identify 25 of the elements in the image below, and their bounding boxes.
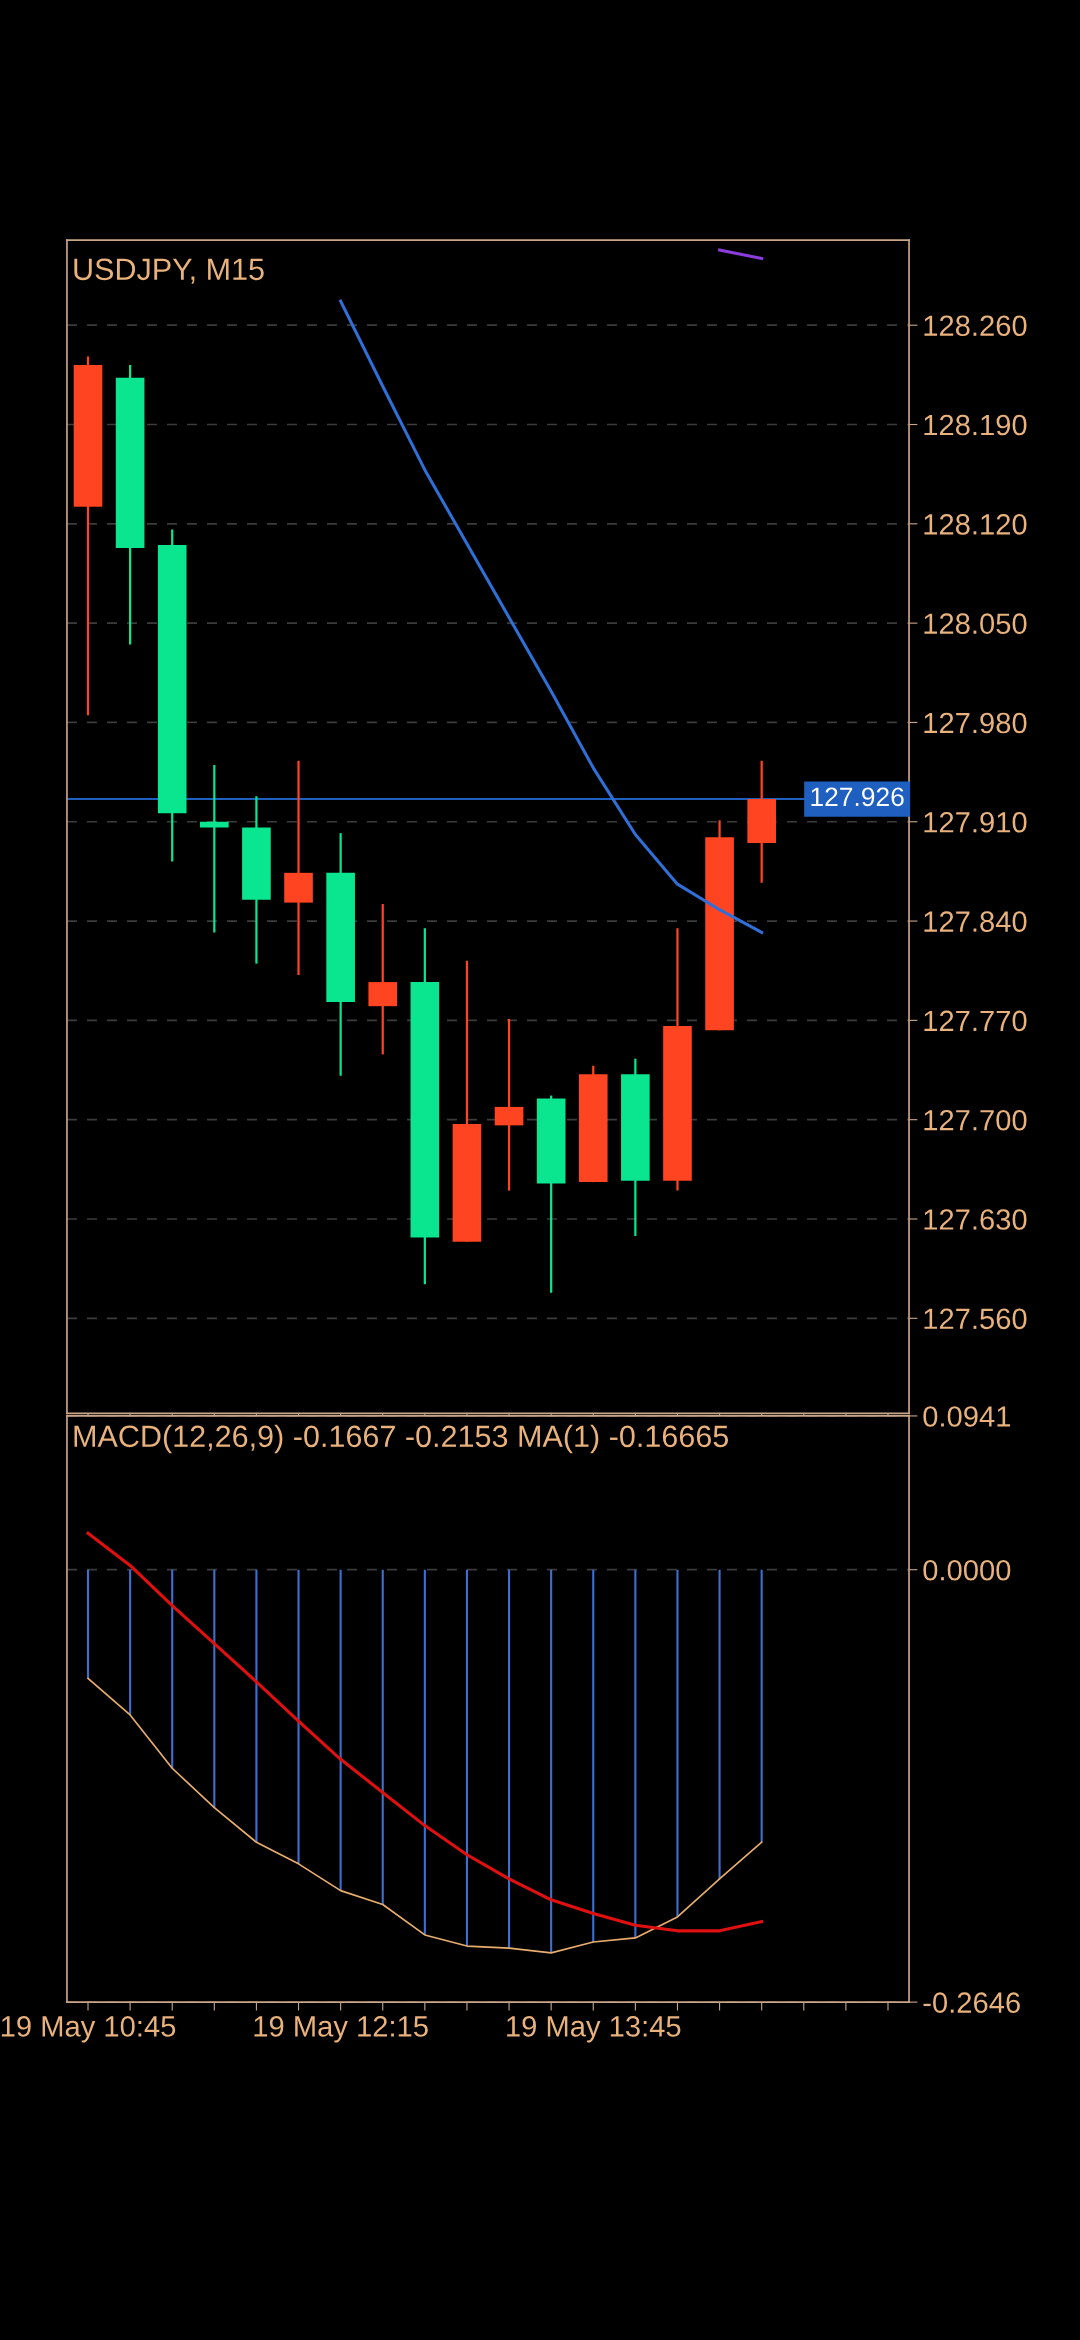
- y-tick-label: 128.260: [924, 315, 1027, 337]
- line-series: [339, 299, 764, 934]
- x-tick-label: 19 May 12:15: [254, 2016, 428, 2043]
- y-tick-label: 127.770: [924, 1010, 1027, 1032]
- y-tick-label: 128.120: [924, 514, 1027, 535]
- candlestick: [494, 1017, 524, 1192]
- chart-title: MACD(12,26,9) -0.1667 -0.2153 MA(1) -0.16665: [74, 1424, 729, 1454]
- y-tick-label: 0.0941: [923, 1406, 1011, 1427]
- ref-line-label: 127.926: [811, 787, 904, 807]
- y-tick-label: 127.700: [924, 1109, 1027, 1131]
- line-series: [87, 1677, 763, 1954]
- candlestick: [200, 763, 229, 934]
- x-tick-label: 19 May 10:45: [1, 2016, 176, 2043]
- y-tick-label: 127.980: [924, 712, 1027, 734]
- y-tick-label: 128.190: [924, 414, 1027, 436]
- y-tick-label: 127.910: [924, 811, 1027, 833]
- y-tick-label: 127.560: [924, 1308, 1027, 1330]
- y-tick-label: 0.0000: [923, 1559, 1011, 1581]
- y-tick-label: -0.2646: [923, 1992, 1020, 2013]
- y-tick-label: 127.840: [924, 911, 1027, 932]
- y-tick-label: 127.630: [924, 1209, 1027, 1230]
- x-tick-label: 19 May 13:45: [507, 2016, 681, 2043]
- line-series: [86, 1531, 764, 1933]
- text: USDJPY, M15: [74, 258, 264, 284]
- y-tick-label: 128.050: [924, 613, 1027, 634]
